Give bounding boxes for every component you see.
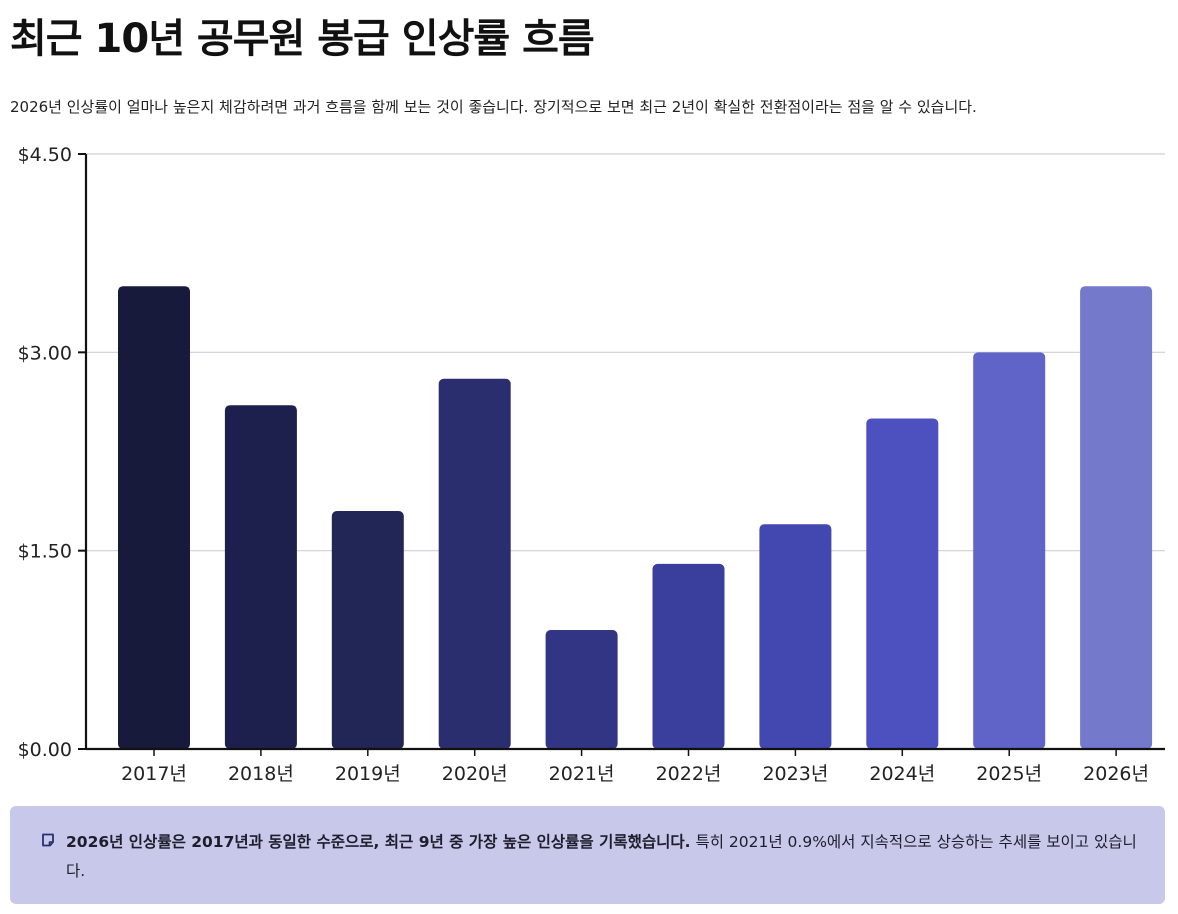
bar <box>545 630 618 749</box>
page-title: 최근 10년 공무원 봉급 인상률 흐름 <box>10 16 595 62</box>
x-tick-label: 2026년 <box>1083 763 1149 785</box>
insight-note: 2026년 인상률은 2017년과 동일한 수준으로, 최근 9년 중 가장 높… <box>10 806 1165 904</box>
note-bold-text: 2026년 인상률은 2017년과 동일한 수준으로, 최근 9년 중 가장 높… <box>66 833 691 851</box>
bar <box>331 511 404 749</box>
x-tick-label: 2018년 <box>228 763 294 785</box>
x-tick-label: 2017년 <box>121 763 187 785</box>
bar-chart: $0.00 $1.50 $3.00 $4.50 2017년 2018년 2019년 2020년… <box>18 144 1165 785</box>
note-text: 특히 2021년 0.9%에서 지속적으로 상승하는 추세를 보이고 있습니다. <box>66 833 1137 880</box>
bar <box>652 563 725 749</box>
y-tick-label: $0.00 <box>18 739 72 761</box>
bar <box>1080 286 1153 749</box>
x-tick-label: 2019년 <box>335 763 401 785</box>
bar <box>118 286 190 749</box>
x-tick-label: 2020년 <box>442 763 508 785</box>
page-subtitle: 2026년 인상률이 얼마나 높은지 체감하려면 과거 흐름을 함께 보는 것이… <box>10 98 977 116</box>
bar <box>866 418 939 749</box>
y-tick-label: $1.50 <box>18 541 72 563</box>
x-tick-label: 2025년 <box>976 763 1042 785</box>
x-tick-label: 2022년 <box>656 763 722 785</box>
y-tick-label: $3.00 <box>18 342 72 364</box>
y-tick-label: $4.50 <box>18 144 72 166</box>
bar <box>438 378 511 749</box>
bar <box>224 405 297 749</box>
note-icon <box>42 833 54 847</box>
bar <box>759 524 832 749</box>
x-tick-label: 2023년 <box>762 763 828 785</box>
x-tick-label: 2024년 <box>869 763 935 785</box>
bar <box>973 352 1046 749</box>
x-tick-label: 2021년 <box>549 763 615 785</box>
